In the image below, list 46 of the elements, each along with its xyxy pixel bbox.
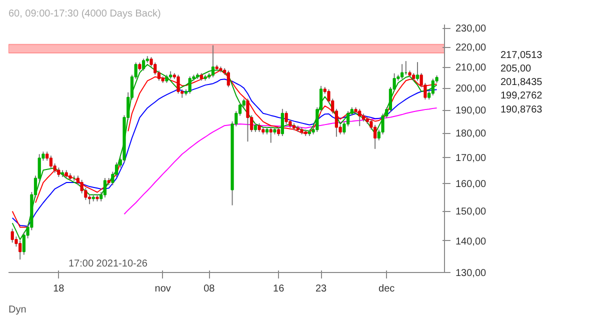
y-tick-label: 210,00	[456, 62, 487, 74]
candlestick	[400, 64, 404, 80]
y-tick-label: 200,00	[456, 84, 487, 95]
candlestick	[246, 98, 250, 142]
x-tick-label: 08	[204, 284, 216, 294]
candlestick	[49, 155, 53, 170]
y-tick-label: 180,00	[456, 128, 487, 140]
y-tick-label: 130,00	[456, 268, 487, 279]
text: 217,0513	[500, 50, 543, 61]
x-tick-label: dec	[378, 284, 395, 294]
y-tick-label: 140,00	[456, 236, 487, 248]
x-tick-label: nov	[154, 284, 171, 294]
line-series	[124, 108, 438, 215]
candlestick	[142, 58, 146, 72]
candlestick	[358, 108, 362, 127]
y-tick-label: 220,00	[456, 42, 487, 54]
x-tick-label: 16	[273, 284, 285, 294]
text: 190,8763	[500, 104, 543, 116]
y-tick-label: 160,00	[456, 179, 487, 190]
candlestick	[18, 240, 22, 260]
candlestick	[269, 126, 272, 144]
chart-title: 60, 09:00-17:30 (4000 Days Back)	[8, 8, 161, 20]
text: 199,2762	[500, 90, 543, 102]
candlestick	[280, 108, 284, 137]
candlestick	[211, 44, 215, 78]
text: Dyn	[8, 304, 26, 316]
text: 205,00	[500, 63, 532, 74]
candlestick	[188, 76, 192, 94]
x-tick-label: 23	[315, 284, 328, 294]
y-tick-label: 230,00	[456, 24, 487, 35]
candlestick	[103, 178, 107, 198]
candlestick	[57, 167, 60, 178]
text: 201,8435	[500, 77, 543, 88]
annotation: 17:00 2021-10-26	[68, 258, 148, 270]
candlestick	[373, 124, 377, 150]
candlestick	[10, 228, 14, 244]
y-tick-label: 170,00	[456, 153, 487, 164]
candlestick	[416, 62, 420, 82]
y-tick-label: 150,00	[456, 206, 487, 218]
x-tick-label: 18	[53, 284, 65, 294]
y-tick-label: 190,00	[456, 106, 487, 117]
candlestick	[176, 74, 180, 94]
candlestick	[226, 70, 230, 88]
candlestick	[431, 78, 434, 96]
candlestick	[284, 110, 288, 124]
candlestick	[88, 194, 92, 205]
